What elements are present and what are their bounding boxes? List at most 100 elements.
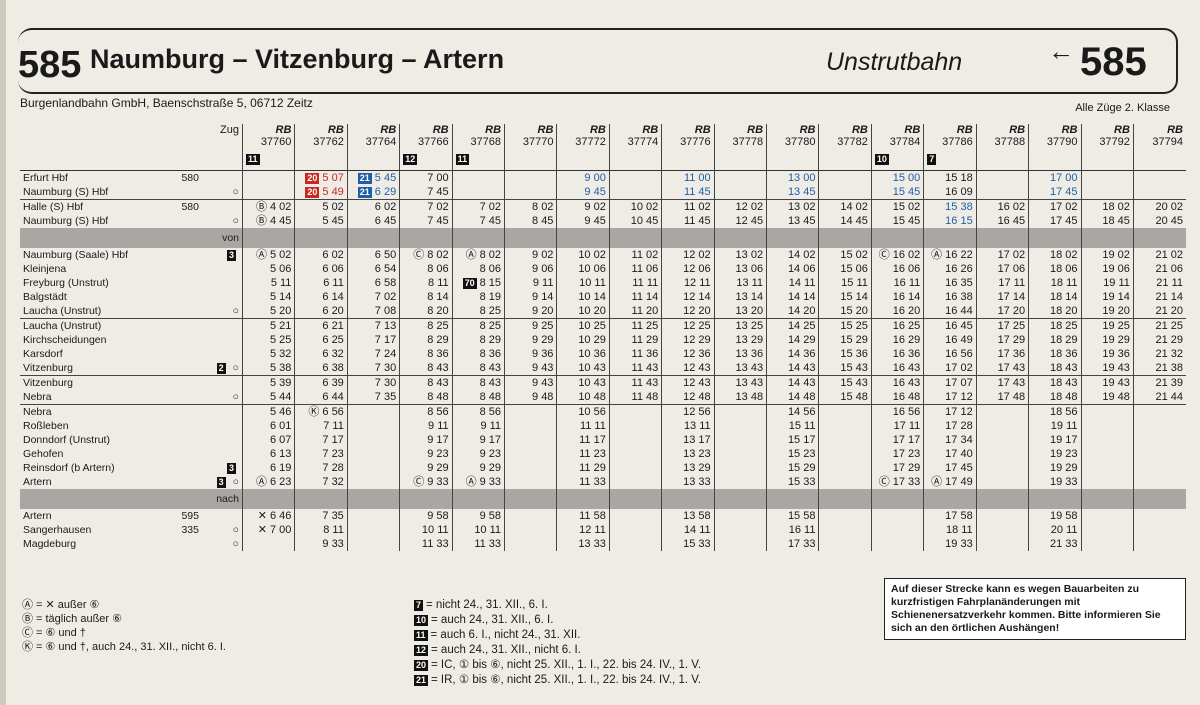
train-mark [1028, 148, 1081, 171]
station: Karsdorf [23, 347, 63, 360]
time: 8 48 [427, 390, 449, 403]
time-cell [818, 404, 872, 419]
time-cell: Ⓒ 16 02 [870, 248, 924, 262]
station-row: Naumburg (S) Hbf ○ Ⓑ 4 45 5 45 6 45 7 45 7 45 8 … [20, 214, 1186, 228]
band-cell [1132, 228, 1186, 248]
train-type: RB [432, 124, 449, 136]
train-mark [1080, 148, 1134, 171]
time: 7 08 [374, 304, 397, 317]
time-cell: 9 36 [504, 347, 557, 361]
time: 14 43 [787, 361, 816, 374]
time: 16 38 [945, 290, 973, 303]
time: 15 29 [840, 333, 868, 346]
station: Artern [23, 475, 52, 488]
time: 8 02 [427, 248, 449, 261]
footnote-text: = täglich außer ⑥ [36, 613, 122, 625]
time-cell: 11 11 [608, 276, 662, 290]
time: 18 14 [1049, 290, 1078, 303]
time-cell: 11 06 [608, 262, 662, 276]
time-cell [713, 433, 767, 447]
time: 11 02 [683, 200, 711, 213]
time-cell: 13 58 [661, 509, 715, 523]
time: 15 02 [840, 248, 868, 261]
station-row: Sangerhausen 335 ○ ✕ 7 00 8 11 10 11 10 11 12 11… [20, 523, 1186, 537]
time-cell: 19 25 [1080, 318, 1134, 333]
time-cell: 6 19 [241, 461, 295, 475]
time: 6 46 [269, 509, 292, 522]
time: 11 29 [631, 333, 659, 346]
time-cell [504, 537, 557, 551]
time: 16 22 [945, 248, 973, 261]
time-cell: 70 8 15 [451, 276, 505, 290]
time: 9 02 [532, 248, 554, 261]
time-cell: 13 00 [766, 170, 819, 185]
time-cell: 6 11 [294, 276, 348, 290]
station-row: Naumburg (Saale) Hbf 3 Ⓐ 5 02 6 02 6 50 Ⓒ 8 02 Ⓐ… [20, 248, 1186, 262]
time-cell [608, 447, 662, 461]
train-number: 37770 [522, 136, 554, 148]
time: 18 02 [1102, 200, 1130, 213]
symbol: Ⓑ [22, 613, 33, 625]
time: 7 00 [269, 523, 292, 536]
time-cell [1132, 185, 1186, 200]
time: 9 00 [584, 171, 606, 184]
time: 16 14 [892, 290, 921, 303]
time-cell [346, 447, 400, 461]
train-header: RB 37792 [1080, 124, 1134, 148]
time: 16 02 [997, 200, 1026, 213]
band-cell [923, 228, 977, 248]
station: Donndorf (Unstrut) [23, 433, 110, 446]
time: 21 20 [1155, 304, 1183, 317]
symbol: ○ [232, 185, 239, 198]
time-cell: 19 43 [1080, 375, 1134, 390]
time: 14 48 [787, 390, 816, 403]
time-cell: 17 20 [975, 304, 1029, 319]
time: 11 45 [683, 214, 711, 227]
time: 18 11 [1050, 276, 1078, 289]
time-cell: 13 02 [766, 199, 819, 214]
time-cell: 15 11 [818, 276, 872, 290]
time: 21 32 [1155, 347, 1183, 360]
band-cell [870, 228, 924, 248]
time-cell: 11 33 [399, 537, 453, 551]
time: 5 20 [269, 304, 292, 317]
time-cell: 9 17 [399, 433, 453, 447]
footnote-box: 12 [403, 154, 418, 165]
time: 9 29 [479, 461, 502, 474]
time-cell [1132, 419, 1186, 433]
time-cell [608, 461, 662, 475]
symbol: Ⓒ [413, 475, 425, 488]
time-cell: 10 45 [608, 214, 662, 228]
time-cell: 6 13 [241, 447, 295, 461]
time: 16 15 [945, 214, 973, 227]
train-type: RB [1009, 124, 1026, 136]
band-cell [818, 489, 872, 509]
time: 18 11 [945, 523, 973, 536]
time-cell: 6 14 [294, 290, 348, 304]
time-cell: 14 29 [766, 333, 819, 347]
time: 13 45 [787, 214, 816, 227]
train-number: 37774 [627, 136, 659, 148]
time-cell: 18 36 [1028, 347, 1081, 361]
time-cell [1080, 537, 1134, 551]
station-label: Artern 595 [20, 509, 243, 523]
time: 11 33 [579, 475, 606, 488]
train-header: RB 37784 [870, 124, 924, 148]
time-cell: 11 36 [608, 347, 662, 361]
time-cell: 15 11 [766, 419, 819, 433]
symbol: ○ [232, 214, 239, 227]
station: Kirchscheidungen [23, 333, 107, 346]
time-cell: 8 48 [399, 390, 453, 405]
train-mark [975, 148, 1029, 171]
time-cell: Ⓚ 6 56 [294, 404, 348, 419]
time: 19 43 [1102, 361, 1130, 374]
time: 21 33 [1049, 537, 1078, 550]
time: 16 43 [892, 376, 921, 389]
time-cell: 19 17 [1028, 433, 1081, 447]
time-cell: 7 08 [346, 304, 400, 319]
time-cell: 13 43 [713, 361, 767, 376]
station-row: Artern ○ 3 Ⓐ 6 23 7 32 Ⓒ 9 33 Ⓐ 9 33 11 33 13 33 15 … [20, 475, 1186, 489]
time-cell: 11 11 [556, 419, 610, 433]
time: 19 02 [1102, 248, 1130, 261]
time: 6 58 [374, 276, 397, 289]
